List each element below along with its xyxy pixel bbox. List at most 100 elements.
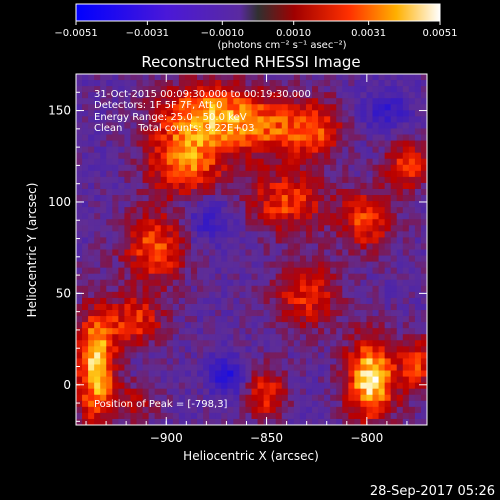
heatmap-cell xyxy=(221,237,228,244)
heatmap-cell xyxy=(148,310,156,317)
heatmap-cell xyxy=(251,322,258,329)
heatmap-cell xyxy=(190,98,198,105)
heatmap-cell xyxy=(142,164,150,172)
heatmap-cell xyxy=(336,134,343,141)
heatmap-cell xyxy=(172,164,180,172)
heatmap-cell xyxy=(251,334,258,341)
heatmap-cell xyxy=(245,340,252,347)
heatmap-cell xyxy=(197,74,204,81)
heatmap-cell xyxy=(366,122,373,129)
heatmap-cell xyxy=(118,128,125,135)
heatmap-cell xyxy=(233,316,240,323)
heatmap-cell xyxy=(197,243,204,250)
heatmap-cell xyxy=(330,267,337,275)
heatmap-cell xyxy=(215,231,222,238)
heatmap-cell xyxy=(420,219,427,226)
heatmap-cell xyxy=(118,104,125,111)
heatmap-cell xyxy=(239,116,246,123)
heatmap-cell xyxy=(318,176,325,184)
heatmap-cell xyxy=(88,243,95,250)
heatmap-cell xyxy=(330,182,337,190)
heatmap-cell xyxy=(142,316,150,323)
heatmap-cell xyxy=(330,207,337,214)
heatmap-cell xyxy=(197,128,204,135)
heatmap-cell xyxy=(372,364,379,371)
heatmap-cell xyxy=(312,297,319,305)
heatmap-cell xyxy=(396,219,404,226)
heatmap-cell xyxy=(245,255,252,262)
heatmap-cell xyxy=(305,370,313,377)
heatmap-cell xyxy=(130,279,137,287)
heatmap-cell xyxy=(142,225,150,232)
heatmap-cell xyxy=(269,213,277,220)
heatmap-cell xyxy=(414,328,422,335)
heatmap-cell xyxy=(275,370,283,377)
heatmap-cell xyxy=(148,285,156,293)
heatmap-cell xyxy=(342,74,349,81)
heatmap-cell xyxy=(299,388,307,396)
heatmap-cell xyxy=(354,255,361,262)
heatmap-cell xyxy=(414,213,422,220)
heatmap-cell xyxy=(112,134,119,141)
heatmap-cell xyxy=(221,116,228,123)
heatmap-cell xyxy=(275,237,283,244)
heatmap-cell xyxy=(142,146,150,154)
heatmap-cell xyxy=(100,207,107,214)
heatmap-cell xyxy=(251,261,258,269)
heatmap-cell xyxy=(299,261,307,269)
heatmap-cell xyxy=(190,92,198,99)
heatmap-cell xyxy=(142,346,150,353)
heatmap-cell xyxy=(106,310,113,317)
heatmap-cell xyxy=(245,164,252,172)
heatmap-cell xyxy=(251,418,258,425)
heatmap-cell xyxy=(227,285,234,293)
heatmap-cell xyxy=(366,92,373,99)
heatmap-cell xyxy=(312,340,319,347)
heatmap-cell xyxy=(233,182,240,190)
y-axis-label: Heliocentric Y (arcsec) xyxy=(25,183,39,318)
heatmap-cell xyxy=(402,400,410,408)
heatmap-cell xyxy=(172,188,180,196)
heatmap-cell xyxy=(257,86,264,93)
heatmap-cell xyxy=(348,255,355,262)
heatmap-cell xyxy=(287,207,295,214)
heatmap-cell xyxy=(293,261,301,269)
heatmap-cell xyxy=(239,207,246,214)
heatmap-cell xyxy=(148,86,156,93)
heatmap-cell xyxy=(312,382,319,390)
heatmap-cell xyxy=(402,182,410,190)
heatmap-cell xyxy=(184,285,192,293)
heatmap-cell xyxy=(281,418,289,425)
heatmap-cell xyxy=(299,352,307,359)
heatmap-cell xyxy=(76,188,83,196)
heatmap-cell xyxy=(82,152,89,160)
heatmap-cell xyxy=(76,134,83,141)
heatmap-cell xyxy=(390,388,398,396)
heatmap-cell xyxy=(178,346,186,353)
heatmap-cell xyxy=(221,418,228,425)
heatmap-cell xyxy=(372,394,379,402)
heatmap-cell xyxy=(257,376,264,384)
heatmap-cell xyxy=(172,291,180,299)
heatmap-cell xyxy=(299,98,307,105)
heatmap-cell xyxy=(299,237,307,244)
heatmap-cell xyxy=(312,195,319,202)
heatmap-cell xyxy=(251,207,258,214)
heatmap-cell xyxy=(384,152,392,160)
heatmap-cell xyxy=(100,122,107,129)
heatmap-cell xyxy=(160,140,168,148)
heatmap-cell xyxy=(396,176,404,184)
heatmap-cell xyxy=(245,370,252,377)
heatmap-cell xyxy=(354,134,361,141)
heatmap-cell xyxy=(203,74,210,81)
heatmap-cell xyxy=(148,412,156,420)
heatmap-cell xyxy=(348,285,355,293)
heatmap-cell xyxy=(227,328,234,335)
heatmap-cell xyxy=(166,352,174,359)
heatmap-cell xyxy=(190,146,198,154)
heatmap-cell xyxy=(203,340,210,347)
heatmap-cell xyxy=(336,400,343,408)
heatmap-cell xyxy=(209,273,216,281)
heatmap-cell xyxy=(269,340,277,347)
heatmap-cell xyxy=(257,231,264,238)
